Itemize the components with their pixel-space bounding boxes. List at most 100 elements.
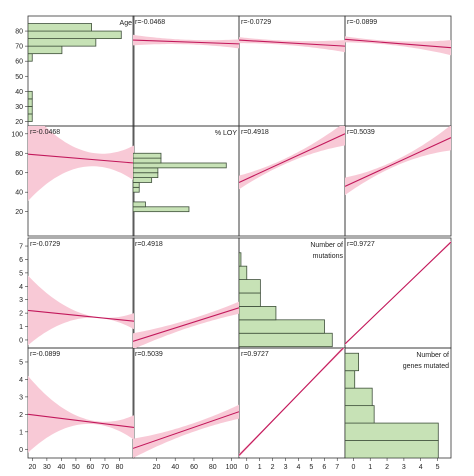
x-tick-label: 20	[153, 464, 161, 471]
histogram-bar	[28, 113, 33, 122]
y-tick-label: 40	[15, 190, 23, 197]
y-tick-label: 60	[15, 59, 23, 66]
y-tick-label: 60	[15, 170, 23, 177]
fit-group-r3c1	[133, 404, 239, 458]
y-tick-label: 5	[19, 270, 23, 277]
correlation-label: r=-0.0729	[30, 241, 60, 248]
y-tick-label: 2	[19, 311, 23, 318]
y-tick-label: 1	[19, 429, 23, 436]
x-tick-label: 100	[226, 464, 238, 471]
fit-line	[239, 133, 345, 183]
fit-group-r2c1	[133, 301, 239, 348]
histogram-bar	[239, 319, 325, 334]
histogram-bar	[133, 177, 153, 183]
fit-line	[133, 39, 239, 45]
y-tick-label: 30	[15, 104, 23, 111]
confidence-band	[133, 404, 239, 458]
fit-group-r1c3	[345, 126, 451, 196]
x-tick-label: 1	[368, 464, 372, 471]
x-tick-label: 20	[28, 464, 36, 471]
confidence-band	[28, 275, 134, 346]
x-tick-label: 5	[309, 464, 313, 471]
variable-label: mutations	[313, 253, 344, 260]
histogram-bar	[28, 90, 33, 100]
fit-group-r0c2	[239, 37, 345, 53]
y-tick-label: 50	[15, 74, 23, 81]
y-tick-label: 20	[15, 209, 23, 216]
fit-line	[28, 153, 134, 164]
x-tick-label: 4	[419, 464, 423, 471]
confidence-band	[239, 37, 345, 53]
histogram-bar	[133, 182, 140, 188]
confidence-band	[28, 126, 134, 201]
y-tick-label: 80	[15, 151, 23, 158]
fit-line	[239, 348, 345, 456]
y-tick-label: 7	[19, 244, 23, 251]
x-tick-label: 0	[245, 464, 249, 471]
histogram-bar	[133, 152, 162, 159]
x-tick-label: 0	[351, 464, 355, 471]
x-tick-label: 80	[116, 464, 124, 471]
histogram-bar	[239, 265, 248, 280]
fit-line	[133, 307, 239, 342]
histogram-bar	[345, 387, 373, 407]
x-tick-label: 4	[297, 464, 301, 471]
histogram-3	[345, 352, 439, 458]
x-tick-label: 2	[271, 464, 275, 471]
x-tick-label: 3	[284, 464, 288, 471]
histogram-bar	[345, 405, 375, 424]
confidence-band	[133, 301, 239, 348]
fit-group-r0c1	[133, 34, 239, 49]
y-tick-label: 3	[19, 394, 23, 401]
x-tick-label: 1	[258, 464, 262, 471]
fit-group-r1c2	[239, 126, 345, 190]
y-tick-label: 2	[19, 412, 23, 419]
x-tick-label: 50	[72, 464, 80, 471]
histogram-bar	[133, 162, 227, 169]
y-tick-label: 0	[19, 447, 23, 454]
y-tick-label: 4	[19, 284, 23, 291]
confidence-band	[345, 126, 451, 196]
histogram-bar	[28, 53, 33, 62]
histogram-bar	[239, 252, 242, 267]
histogram-bar	[239, 332, 333, 348]
x-tick-label: 40	[171, 464, 179, 471]
fit-group-r0c3	[345, 36, 451, 56]
correlation-label: r=0.4918	[241, 129, 269, 136]
fit-line	[345, 241, 451, 345]
histogram-bar	[239, 306, 277, 321]
y-tick-label: 70	[15, 44, 23, 51]
x-tick-label: 2	[385, 464, 389, 471]
y-tick-label: 40	[15, 89, 23, 96]
fit-group-r3c0	[28, 375, 134, 453]
correlation-label: r=-0.0899	[347, 19, 377, 26]
histogram-bar	[133, 157, 162, 164]
cell-frame-r0c3	[344, 15, 452, 127]
correlation-label: r=-0.0468	[30, 129, 60, 136]
fit-line	[345, 38, 451, 49]
histogram-bar	[28, 98, 33, 107]
x-tick-label: 80	[209, 464, 217, 471]
y-tick-label: 6	[19, 257, 23, 264]
x-tick-label: 70	[101, 464, 109, 471]
y-tick-label: 4	[19, 377, 23, 384]
confidence-band	[28, 375, 134, 453]
correlation-label: r=-0.0729	[241, 19, 271, 26]
histogram-bar	[28, 30, 122, 40]
fit-line	[345, 137, 451, 187]
histogram-bar	[28, 23, 92, 32]
histogram-bar	[239, 292, 261, 307]
variable-label: Number of	[416, 352, 449, 359]
histogram-1	[133, 152, 227, 213]
y-tick-label: 0	[19, 337, 23, 344]
y-tick-label: 5	[19, 359, 23, 366]
variable-label: Number of	[310, 242, 343, 249]
x-tick-label: 60	[190, 464, 198, 471]
histogram-bar	[345, 440, 439, 458]
x-tick-label: 6	[322, 464, 326, 471]
histogram-bar	[239, 279, 261, 294]
histogram-2	[239, 252, 333, 348]
y-tick-label: 80	[15, 29, 23, 36]
histogram-bar	[345, 370, 356, 389]
